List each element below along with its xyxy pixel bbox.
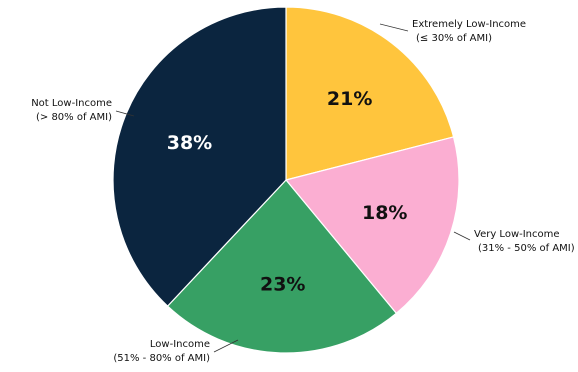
- slice-category-sublabel: (≤ 30% of AMI): [416, 33, 492, 44]
- label-leader-line: [453, 231, 471, 241]
- pie-slice: [284, 136, 460, 315]
- slice-category-label: Low-Income: [150, 339, 210, 350]
- pie-slice: [285, 6, 455, 181]
- slice-category-label: Extremely Low-Income: [412, 19, 526, 30]
- slice-category-label: Very Low-Income: [474, 229, 560, 240]
- slice-category-sublabel: (31% - 50% of AMI): [478, 243, 575, 254]
- slice-category-label: Not Low-Income: [31, 98, 112, 109]
- slice-value-label: 21%: [327, 88, 372, 110]
- slice-value-label: 18%: [362, 202, 407, 224]
- label-leader-line: [213, 339, 239, 353]
- slice-value-label: 23%: [260, 274, 305, 296]
- slice-value-label: 38%: [167, 132, 212, 154]
- slice-category-sublabel: (> 80% of AMI): [36, 112, 112, 123]
- label-leader-line: [379, 23, 409, 32]
- pie-slice: [166, 179, 398, 354]
- pie-slice: [112, 6, 287, 307]
- label-leader-line: [115, 110, 135, 117]
- slice-category-sublabel: (51% - 80% of AMI): [113, 353, 210, 364]
